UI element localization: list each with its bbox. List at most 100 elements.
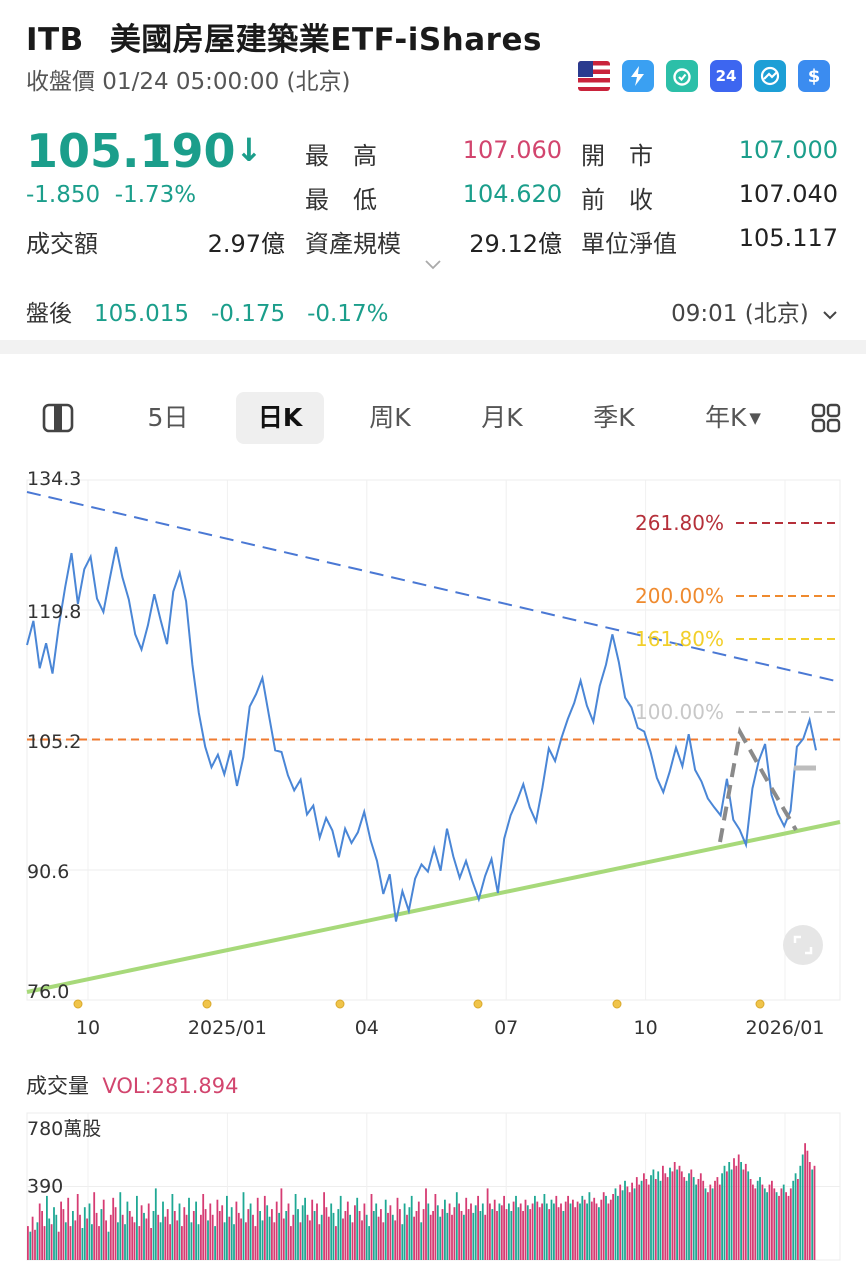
volume-bar <box>484 1214 487 1260</box>
volume-bar <box>169 1224 171 1260</box>
tab-daily[interactable]: 日K <box>236 392 324 444</box>
tab-yearly[interactable]: 年K ▼ <box>690 392 776 444</box>
volume-bar <box>569 1203 572 1260</box>
volume-bar <box>380 1209 382 1260</box>
volume-bar <box>408 1207 411 1260</box>
alarm-icon[interactable] <box>666 60 698 92</box>
volume-bar <box>361 1220 363 1260</box>
tab-yearly-label: 年K <box>705 403 747 432</box>
chart-icon[interactable] <box>754 60 786 92</box>
volume-bar <box>771 1180 773 1260</box>
volume-bar <box>327 1216 330 1260</box>
volume-bar <box>519 1203 522 1260</box>
volume-bar <box>659 1180 662 1260</box>
volume-bar <box>477 1195 479 1260</box>
volume-bar <box>299 1222 302 1260</box>
volume-bar <box>444 1199 446 1260</box>
volume-bar <box>98 1226 100 1260</box>
tab-quarterly[interactable]: 季K <box>593 403 635 432</box>
dollar-icon[interactable]: $ <box>798 60 830 92</box>
volume-bar <box>564 1201 567 1260</box>
volume-bar <box>429 1214 432 1260</box>
volume-bar <box>53 1207 55 1260</box>
tab-monthly[interactable]: 月K <box>481 403 523 432</box>
volume-bar <box>785 1192 787 1260</box>
volume-bar <box>524 1199 527 1260</box>
event-dot[interactable] <box>73 999 83 1009</box>
volume-chart[interactable]: 780萬股 390 <box>0 1105 866 1265</box>
after-hours-pct: -0.17% <box>307 301 389 327</box>
volume-bar <box>744 1163 747 1260</box>
tab-5d[interactable]: 5日 <box>147 403 189 432</box>
after-hours-change: -0.175 <box>211 301 286 327</box>
volume-bar <box>31 1216 34 1260</box>
lightning-icon[interactable] <box>622 60 654 92</box>
volume-bar <box>109 1214 112 1260</box>
volume-bar <box>27 1226 29 1260</box>
volume-header: 成交量 VOL:281.894 <box>26 1070 239 1100</box>
fib-label: 261.80% <box>635 511 724 535</box>
volume-bar <box>645 1179 648 1260</box>
volume-bar <box>735 1165 738 1260</box>
volume-bar <box>500 1205 503 1260</box>
fullscreen-button[interactable] <box>783 925 823 965</box>
volume-bar <box>93 1192 96 1260</box>
24h-icon[interactable]: 24 <box>710 60 742 92</box>
volume-bar <box>128 1211 131 1260</box>
volume-bar <box>654 1179 657 1260</box>
volume-bar <box>536 1201 539 1260</box>
volume-bar <box>595 1203 598 1260</box>
volume-bar <box>389 1205 392 1260</box>
volume-bar <box>190 1222 193 1260</box>
y-tick-label: 119.8 <box>27 601 81 623</box>
volume-bar <box>678 1165 681 1260</box>
high-label: 最 高 <box>305 142 377 170</box>
volume-bar <box>640 1180 643 1260</box>
x-tick-label: 04 <box>355 1017 379 1039</box>
volume-bar <box>318 1224 321 1260</box>
volume-bar <box>723 1165 726 1260</box>
volume-bar <box>496 1211 498 1260</box>
volume-bar <box>707 1192 709 1260</box>
volume-bar <box>742 1169 745 1260</box>
event-dot[interactable] <box>473 999 483 1009</box>
volume-bar <box>759 1177 761 1260</box>
volume-bar <box>581 1195 584 1260</box>
event-dot[interactable] <box>335 999 345 1009</box>
volume-bar <box>214 1226 216 1260</box>
volume-bar <box>131 1216 134 1260</box>
after-hours-time-selector[interactable]: 09:01 (北京) <box>671 294 838 328</box>
low-value: 104.620 <box>462 180 562 208</box>
volume-bar <box>230 1207 233 1260</box>
event-dot[interactable] <box>202 999 212 1009</box>
price-chart[interactable]: 261.80%200.00%161.80%100.00% 134.3119.81… <box>0 460 866 1050</box>
volume-bar <box>508 1203 510 1260</box>
volume-bar <box>446 1212 449 1260</box>
volume-bar <box>185 1214 188 1260</box>
volume-bar <box>730 1169 733 1260</box>
volume-bar <box>64 1222 67 1260</box>
volume-bar <box>522 1211 524 1260</box>
volume-bar <box>88 1203 91 1260</box>
volume-bar <box>576 1201 579 1260</box>
event-dot[interactable] <box>612 999 622 1009</box>
volume-bar <box>147 1203 150 1260</box>
volume-bar <box>126 1201 129 1260</box>
volume-tick-mid: 390 <box>27 1176 63 1198</box>
volume-bars <box>27 1143 816 1260</box>
volume-bar <box>512 1201 515 1260</box>
tab-weekly[interactable]: 周K <box>369 403 411 432</box>
volume-bar <box>808 1162 811 1260</box>
volume-bar <box>297 1209 299 1260</box>
volume-bar <box>813 1165 816 1260</box>
us-flag-icon[interactable] <box>578 61 610 91</box>
layout-toggle-icon[interactable] <box>26 392 90 444</box>
volume-bar <box>278 1212 280 1260</box>
expand-chevron-icon[interactable] <box>424 256 442 275</box>
volume-bar <box>553 1203 555 1260</box>
support-trendline <box>26 820 841 994</box>
grid-menu-icon[interactable] <box>800 392 852 444</box>
volume-bar <box>780 1188 783 1260</box>
volume-bar <box>493 1199 496 1260</box>
event-dot[interactable] <box>755 999 765 1009</box>
